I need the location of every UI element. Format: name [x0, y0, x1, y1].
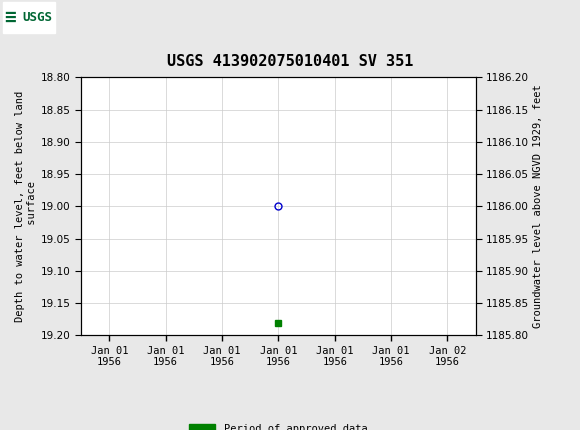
Y-axis label: Groundwater level above NGVD 1929, feet: Groundwater level above NGVD 1929, feet	[533, 85, 543, 328]
Legend: Period of approved data: Period of approved data	[185, 420, 372, 430]
Y-axis label: Depth to water level, feet below land
 surface: Depth to water level, feet below land su…	[15, 91, 37, 322]
Text: USGS 413902075010401 SV 351: USGS 413902075010401 SV 351	[167, 54, 413, 69]
FancyBboxPatch shape	[3, 2, 55, 33]
Text: ≡: ≡	[5, 8, 16, 27]
Text: USGS: USGS	[22, 11, 52, 24]
